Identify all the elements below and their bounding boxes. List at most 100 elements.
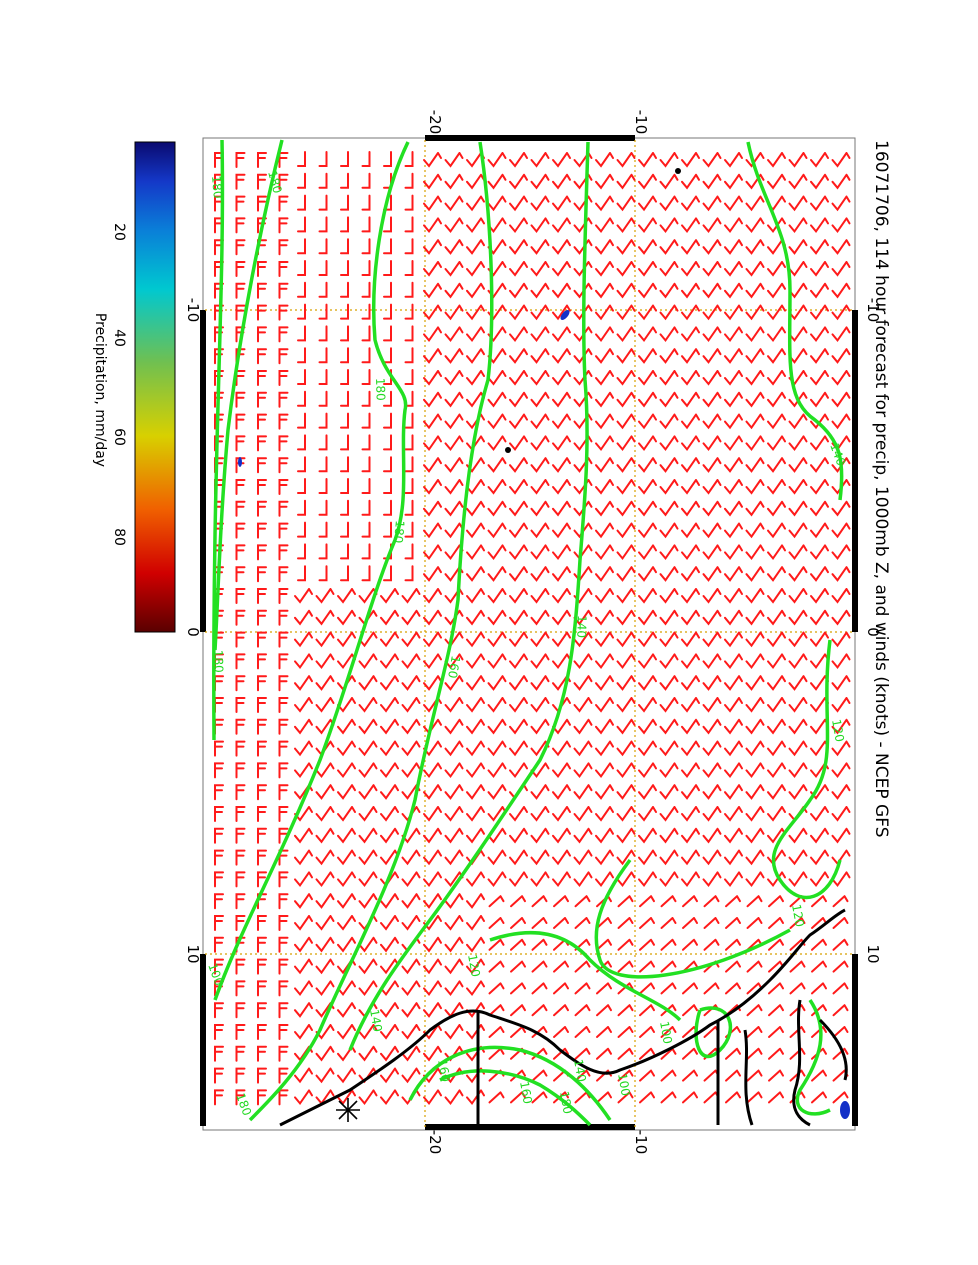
wind-barb-icon [767,173,786,190]
wind-barb-icon [681,457,700,473]
wind-barb-icon [487,871,507,888]
wind-barb-icon [702,195,722,212]
wind-barb-icon [616,762,636,779]
wind-barb-icon [466,936,485,953]
wind-barb-icon [595,195,614,212]
wind-barb-icon [423,500,442,517]
wind-barb-icon [595,631,614,648]
colorbar: 20 40 60 80 Precipitation, mm/day [92,141,176,633]
wind-barb-icon [745,304,765,321]
wind-barb-icon [638,588,657,604]
wind-barb-icon [383,260,392,276]
wind-barb-icon [257,304,267,321]
contour-label: 160 [517,1080,535,1105]
wind-barb-icon [702,806,722,822]
wind-barb-icon [380,588,399,604]
wind-barb-icon [361,456,371,473]
wind-barb-icon [745,348,765,364]
wind-barb-icon [257,936,267,953]
wind-barb-icon [401,740,421,757]
contour-line [213,141,410,1001]
wind-barb-icon [318,369,328,385]
wind-barb-icon [487,827,507,844]
wind-barb-icon [278,217,289,234]
wind-barb-icon [767,718,786,735]
right-tick-label: -10 [864,298,882,323]
wind-barb-icon [745,762,765,779]
wind-barb-icon [404,347,414,364]
wind-barb-icon [257,152,267,168]
wind-barb-icon [616,195,636,212]
wind-barb-icon [530,653,550,670]
precip-cell [505,447,511,453]
wind-barb-icon [595,326,614,343]
wind-barb-icon [340,260,349,276]
wind-barb-icon [725,982,741,995]
wind-barb-icon [810,173,829,190]
wind-barb-icon [278,239,289,256]
wind-barb-icon [294,915,313,931]
wind-barb-icon [401,697,421,713]
wind-barb-icon [401,609,421,626]
wind-barb-icon [401,871,421,888]
wind-barb-icon [638,544,657,561]
wind-barb-icon [444,304,464,321]
wind-barb-icon [315,849,335,866]
contour-label: 160 [435,1058,453,1083]
wind-barb-icon [724,718,743,735]
wind-barb-icon [745,152,765,168]
wind-barb-icon [509,566,528,582]
wind-barb-icon [214,915,224,931]
wind-barb-icon [214,849,224,866]
wind-barb-icon [831,457,851,473]
wind-barb-icon [831,631,851,648]
wind-barb-icon [788,544,808,561]
wind-barb-icon [831,653,851,670]
wind-barb-icon [294,631,313,648]
wind-barb-icon [257,958,267,975]
wind-barb-icon [358,980,378,997]
wind-barb-icon [617,938,634,951]
wind-barb-icon [337,1024,356,1040]
wind-barb-icon [616,718,636,735]
wind-barb-icon [297,281,306,298]
wind-barb-icon [573,239,593,255]
wind-barb-icon [745,544,765,561]
wind-barb-icon [595,152,614,168]
wind-barb-icon [788,631,808,648]
wind-barb-icon [724,566,743,582]
wind-barb-icon [724,784,743,800]
wind-barb-icon [214,1002,224,1019]
wind-barb-icon [383,238,392,255]
wind-barb-icon [509,304,528,321]
wind-barb-icon [745,849,765,866]
wind-barb-icon [318,172,328,189]
wind-barb-icon [638,152,657,168]
wind-barb-icon [214,893,224,910]
wind-barb-icon [595,566,614,582]
wind-barb-icon [235,1045,246,1062]
wind-barb-icon [595,718,614,735]
wind-barb-icon [278,304,289,321]
wind-barb-icon [294,958,313,975]
wind-barb-icon [659,849,679,866]
wind-barb-icon [315,631,335,648]
wind-barb-icon [337,936,356,953]
wind-barb-icon [595,391,614,408]
wind-barb-icon [509,740,528,757]
wind-barb-icon [595,370,614,386]
wind-barb-icon [659,500,679,517]
wind-barb-icon [404,172,414,189]
wind-barb-icon [297,151,306,167]
contour-label: 140 [574,615,589,638]
wind-barb-icon [831,391,851,408]
wind-barb-icon [361,194,371,211]
wind-barb-icon [318,325,328,342]
wind-barb-icon [616,849,636,866]
wind-barb-icon [257,609,267,626]
wind-barb-icon [235,413,246,430]
wind-barb-icon [638,784,657,800]
wind-barb-icon [488,895,505,908]
wind-barb-icon [831,500,851,517]
wind-barb-icon [235,784,246,801]
